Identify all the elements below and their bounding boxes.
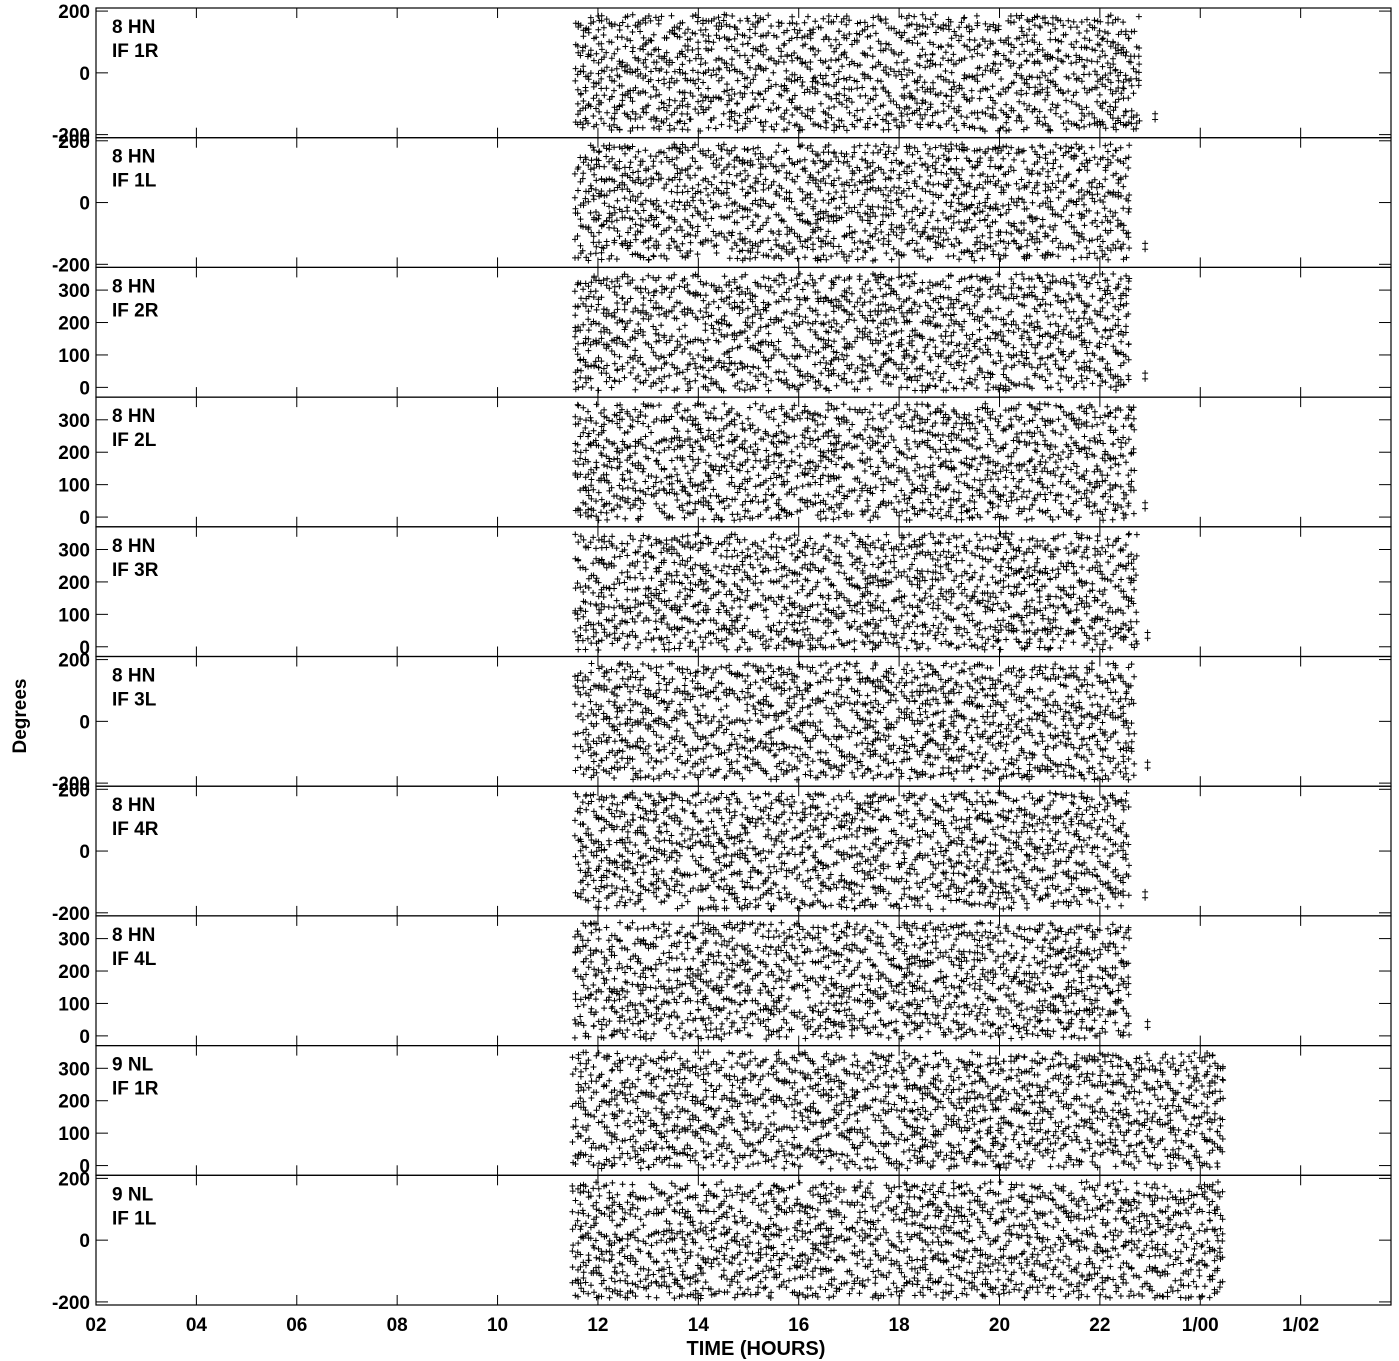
y-tick-label: 0 xyxy=(79,64,90,85)
y-tick-label: 100 xyxy=(58,605,90,626)
y-tick-label: -200 xyxy=(52,774,90,795)
x-tick-label: 02 xyxy=(85,1315,106,1336)
y-tick-label: 200 xyxy=(58,780,90,801)
y-tick-label: 100 xyxy=(58,476,90,497)
y-tick-label: 0 xyxy=(79,1157,90,1178)
x-tick-label: 1/00 xyxy=(1182,1315,1219,1336)
x-tick-label: 12 xyxy=(587,1315,608,1336)
y-tick-label: 0 xyxy=(79,508,90,529)
panel: 300 200 100 0 8 HN IF 2L xyxy=(58,396,1392,529)
panel: 200 0 -200 8 HN IF 4R xyxy=(52,780,1392,925)
panel-baseline-label: 8 HN xyxy=(112,795,155,816)
y-tick-label: 0 xyxy=(79,1231,90,1252)
x-tick-label: 10 xyxy=(487,1315,508,1336)
panel: 200 0 -200 8 HN IF 1R xyxy=(52,2,1392,147)
y-axis-title: Degrees xyxy=(10,679,31,754)
y-tick-label: 0 xyxy=(79,712,90,733)
panel-baseline-label: 9 NL xyxy=(112,1055,154,1076)
panel-if-label: IF 1R xyxy=(112,1079,159,1100)
x-tick-label: 22 xyxy=(1089,1315,1110,1336)
panel-baseline-label: 9 NL xyxy=(112,1184,154,1205)
x-axis-title: TIME (HOURS) xyxy=(687,1338,826,1360)
y-tick-label: 300 xyxy=(58,281,90,302)
panel-if-label: IF 4L xyxy=(112,949,157,970)
x-tick-label: 20 xyxy=(989,1315,1010,1336)
panel-baseline-label: 8 HN xyxy=(112,925,155,946)
panel: 300 200 100 0 8 HN IF 4L xyxy=(58,915,1392,1048)
panel-frame xyxy=(95,7,1392,139)
data-points xyxy=(571,141,1149,264)
panel-if-label: IF 3L xyxy=(112,690,157,711)
y-tick-label: 200 xyxy=(58,1092,90,1113)
x-tick-label: 1/02 xyxy=(1282,1315,1319,1336)
y-tick-label: -200 xyxy=(52,904,90,925)
x-tick-label: 06 xyxy=(286,1315,307,1336)
data-points xyxy=(571,660,1151,783)
panel: 300 200 100 0 9 NL IF 1R xyxy=(58,1044,1392,1178)
panel-if-label: IF 2R xyxy=(112,300,159,321)
x-tick-label: 14 xyxy=(688,1315,710,1336)
y-tick-label: 0 xyxy=(79,1027,90,1048)
y-tick-label: 200 xyxy=(58,1169,90,1190)
y-tick-label: 300 xyxy=(58,540,90,561)
panel-if-label: IF 3R xyxy=(112,560,159,581)
y-tick-label: 200 xyxy=(58,651,90,672)
panel: 200 0 -200 8 HN IF 1L xyxy=(52,132,1392,276)
x-tick-label: 18 xyxy=(889,1315,910,1336)
x-tick-label: 16 xyxy=(788,1315,809,1336)
y-tick-label: -200 xyxy=(52,255,90,276)
panel-if-label: IF 2L xyxy=(112,430,157,451)
panel-baseline-label: 8 HN xyxy=(112,17,155,38)
y-tick-label: 200 xyxy=(58,314,90,335)
y-tick-label: 100 xyxy=(58,994,90,1015)
y-tick-label: 0 xyxy=(79,842,90,863)
panel-frame xyxy=(95,266,1392,398)
y-tick-label: 0 xyxy=(79,194,90,215)
x-tick-label: 04 xyxy=(186,1315,208,1336)
y-tick-label: 0 xyxy=(79,638,90,659)
panel-if-label: IF 1L xyxy=(112,171,157,192)
data-points xyxy=(571,919,1151,1043)
panel-baseline-label: 8 HN xyxy=(112,406,155,427)
y-tick-label: 100 xyxy=(58,1124,90,1145)
data-points xyxy=(569,1178,1226,1302)
panel: 300 200 100 0 8 HN IF 2R xyxy=(58,266,1392,399)
panel-if-label: IF 1L xyxy=(112,1208,157,1229)
y-tick-label: 200 xyxy=(58,443,90,464)
y-tick-label: 200 xyxy=(58,962,90,983)
panel-frame xyxy=(95,785,1392,917)
data-points xyxy=(572,11,1159,135)
y-tick-label: -200 xyxy=(52,126,90,147)
panel-frame xyxy=(95,526,1392,658)
panel: 200 0 -200 9 NL IF 1L xyxy=(52,1169,1392,1314)
data-points xyxy=(572,530,1151,653)
data-points xyxy=(569,1049,1227,1172)
panel-baseline-label: 8 HN xyxy=(112,666,155,687)
panel-baseline-label: 8 HN xyxy=(112,147,155,168)
y-tick-label: -200 xyxy=(52,1293,90,1314)
y-tick-label: 300 xyxy=(58,930,90,951)
panel-if-label: IF 1R xyxy=(112,41,159,62)
x-tick-label: 08 xyxy=(387,1315,408,1336)
y-tick-label: 100 xyxy=(58,346,90,367)
y-tick-label: 300 xyxy=(58,1059,90,1080)
y-tick-label: 300 xyxy=(58,411,90,432)
data-points xyxy=(571,270,1149,394)
panel-frame xyxy=(95,915,1392,1047)
y-tick-label: 0 xyxy=(79,378,90,399)
data-points xyxy=(571,789,1149,913)
panel-baseline-label: 8 HN xyxy=(112,536,155,557)
y-tick-label: 200 xyxy=(58,132,90,153)
panel-frame xyxy=(95,137,1392,268)
panel-if-label: IF 4R xyxy=(112,819,159,840)
y-tick-label: 200 xyxy=(58,573,90,594)
panel: 200 0 -200 8 HN IF 3L xyxy=(52,651,1392,795)
panel-baseline-label: 8 HN xyxy=(112,276,155,297)
y-tick-label: 200 xyxy=(58,2,90,23)
data-points xyxy=(572,400,1149,524)
panel: 300 200 100 0 8 HN IF 3R xyxy=(58,526,1392,659)
